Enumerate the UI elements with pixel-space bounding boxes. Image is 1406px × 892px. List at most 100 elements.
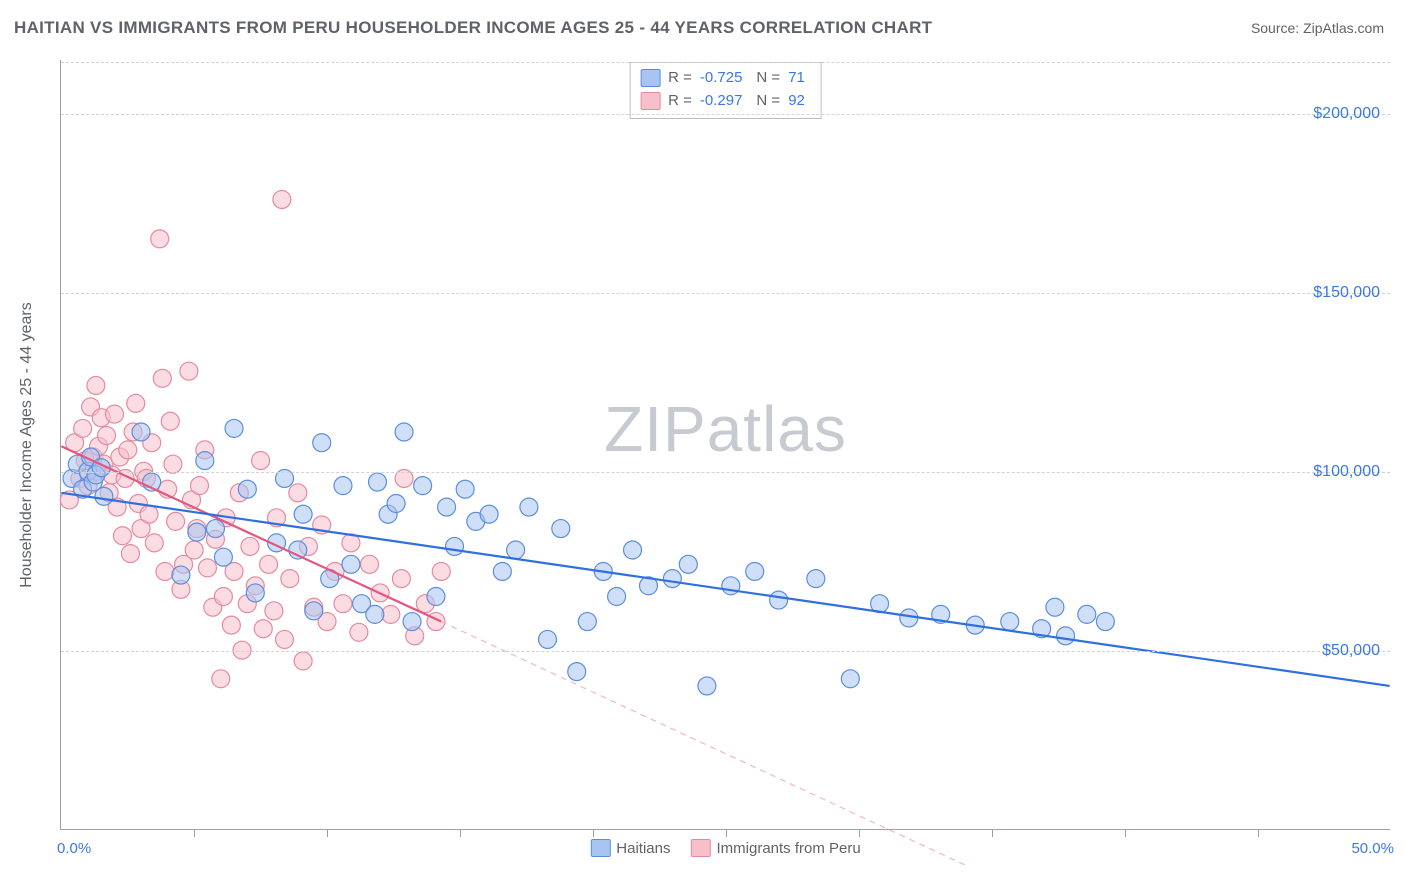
data-point <box>145 534 163 552</box>
legend-item-1: Haitians <box>590 839 670 857</box>
data-point <box>119 441 137 459</box>
data-point <box>493 562 511 580</box>
y-tick-label: $150,000 <box>1313 284 1380 302</box>
data-point <box>746 562 764 580</box>
x-axis-max-label: 50.0% <box>1351 840 1394 857</box>
data-point <box>305 602 323 620</box>
data-point <box>156 562 174 580</box>
gridline-h <box>61 62 1390 63</box>
data-point <box>276 630 294 648</box>
data-point <box>140 505 158 523</box>
data-point <box>520 498 538 516</box>
plot-area: Householder Income Ages 25 - 44 years ZI… <box>60 60 1390 830</box>
data-point <box>382 605 400 623</box>
data-point <box>113 527 131 545</box>
data-point <box>568 663 586 681</box>
data-point <box>121 545 139 563</box>
data-point <box>313 434 331 452</box>
data-point <box>214 548 232 566</box>
legend-swatch-2 <box>691 839 711 857</box>
source-label: Source: ZipAtlas.com <box>1251 20 1384 36</box>
data-point <box>281 570 299 588</box>
data-point <box>198 559 216 577</box>
data-point <box>167 512 185 530</box>
y-tick-label: $100,000 <box>1313 463 1380 481</box>
data-point <box>507 541 525 559</box>
data-point <box>212 670 230 688</box>
data-point <box>191 477 209 495</box>
x-tick <box>593 829 594 837</box>
legend-swatch-1 <box>590 839 610 857</box>
data-point <box>1057 627 1075 645</box>
x-tick <box>1125 829 1126 837</box>
legend-label-2: Immigrants from Peru <box>717 840 861 857</box>
data-point <box>252 452 270 470</box>
data-point <box>289 484 307 502</box>
data-point <box>180 362 198 380</box>
data-point <box>132 423 150 441</box>
trend-line <box>441 622 964 865</box>
data-point <box>387 495 405 513</box>
data-point <box>294 652 312 670</box>
gridline-h <box>61 114 1390 115</box>
data-point <box>446 537 464 555</box>
data-point <box>334 595 352 613</box>
data-point <box>241 537 259 555</box>
data-point <box>361 555 379 573</box>
data-point <box>456 480 474 498</box>
data-point <box>151 230 169 248</box>
data-point <box>807 570 825 588</box>
data-point <box>366 605 384 623</box>
x-tick <box>1258 829 1259 837</box>
data-point <box>87 376 105 394</box>
data-point <box>403 613 421 631</box>
x-tick <box>859 829 860 837</box>
data-point <box>164 455 182 473</box>
y-tick-label: $50,000 <box>1322 642 1380 660</box>
data-point <box>153 369 171 387</box>
data-point <box>246 584 264 602</box>
legend-label-1: Haitians <box>616 840 670 857</box>
data-point <box>74 419 92 437</box>
data-point <box>395 423 413 441</box>
data-point <box>350 623 368 641</box>
data-point <box>188 523 206 541</box>
scatter-svg <box>61 60 1390 829</box>
data-point <box>624 541 642 559</box>
data-point <box>98 427 116 445</box>
data-point <box>432 562 450 580</box>
data-point <box>260 555 278 573</box>
x-tick <box>460 829 461 837</box>
data-point <box>214 588 232 606</box>
y-tick-label: $200,000 <box>1313 105 1380 123</box>
data-point <box>1078 605 1096 623</box>
data-point <box>414 477 432 495</box>
data-point <box>1096 613 1114 631</box>
data-point <box>127 394 145 412</box>
x-tick <box>992 829 993 837</box>
x-axis-min-label: 0.0% <box>57 840 91 857</box>
gridline-h <box>61 293 1390 294</box>
x-tick <box>726 829 727 837</box>
data-point <box>770 591 788 609</box>
data-point <box>608 588 626 606</box>
x-tick <box>194 829 195 837</box>
data-point <box>342 555 360 573</box>
data-point <box>273 191 291 209</box>
data-point <box>369 473 387 491</box>
data-point <box>196 452 214 470</box>
data-point <box>334 477 352 495</box>
data-point <box>480 505 498 523</box>
data-point <box>106 405 124 423</box>
data-point <box>552 520 570 538</box>
bottom-legend: Haitians Immigrants from Peru <box>590 839 860 857</box>
data-point <box>222 616 240 634</box>
data-point <box>185 541 203 559</box>
data-point <box>265 602 283 620</box>
data-point <box>438 498 456 516</box>
y-axis-title: Householder Income Ages 25 - 44 years <box>18 302 36 588</box>
data-point <box>161 412 179 430</box>
gridline-h <box>61 651 1390 652</box>
data-point <box>578 613 596 631</box>
data-point <box>698 677 716 695</box>
